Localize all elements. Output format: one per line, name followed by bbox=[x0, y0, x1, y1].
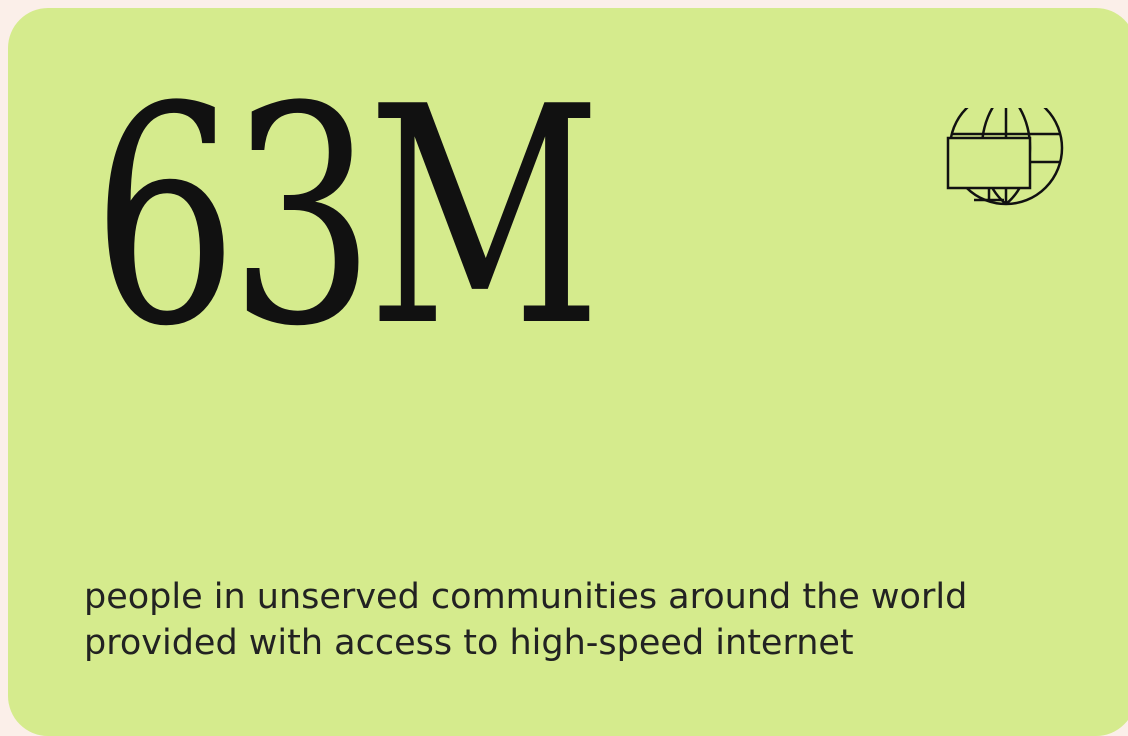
stat-card: 63M people in unserved communities aroun… bbox=[8, 8, 1128, 736]
globe-monitor-icon bbox=[946, 108, 1064, 206]
stat-description: people in unserved communities around th… bbox=[84, 577, 968, 663]
stat-value: 63M bbox=[92, 43, 602, 392]
